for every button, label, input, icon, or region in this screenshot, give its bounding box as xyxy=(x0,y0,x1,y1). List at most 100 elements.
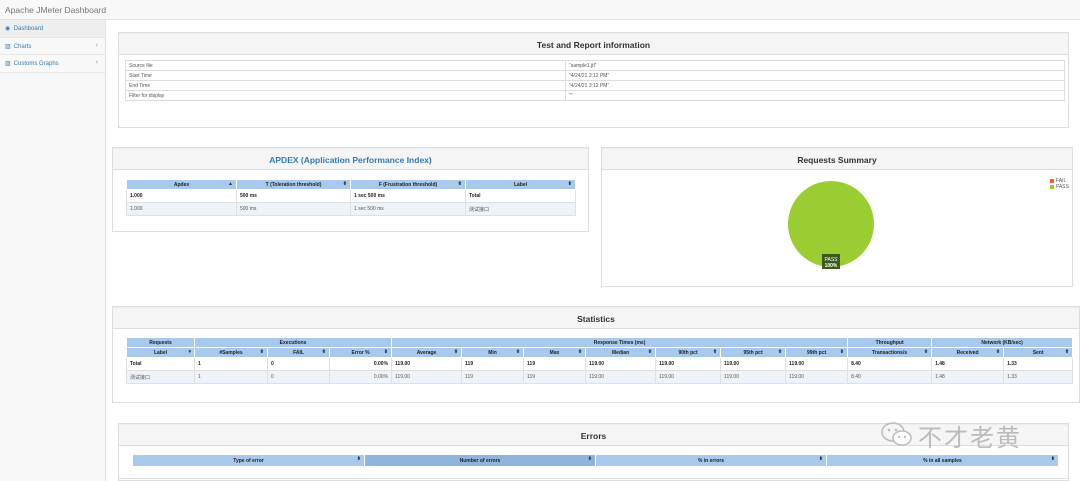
sort-icon: ⬍ xyxy=(995,349,1001,355)
table-cell: 119.00 xyxy=(655,370,722,384)
sort-icon: ⬍ xyxy=(839,349,845,355)
dashboard-icon: ◉ xyxy=(5,26,11,32)
table-cell: Total xyxy=(126,357,195,371)
sidebar: ◉ Dashboard ▥ Charts ‹ ▥ Customs Graphs … xyxy=(0,20,106,481)
table-cell: 500 ms xyxy=(236,202,351,216)
column-header-sent[interactable]: Sent ⬍ xyxy=(1003,347,1074,358)
column-header-fail[interactable]: FAIL ⬍ xyxy=(267,347,330,358)
table-cell: 119.00 xyxy=(391,357,463,371)
watermark-text: 不才老黄 xyxy=(918,424,1022,452)
bar-chart-icon: ▥ xyxy=(5,61,11,67)
table-cell: 119.00 xyxy=(720,370,787,384)
column-header-samples[interactable]: #Samples ⬍ xyxy=(194,347,268,358)
requests-summary-panel: Requests Summary PASS 100% FAIL PASS xyxy=(601,147,1073,287)
table-row: Start Time "4/24/21 3:12 PM" xyxy=(125,70,1065,81)
column-header-label[interactable]: Label ⬍ xyxy=(465,179,576,190)
watermark: 不才老黄 xyxy=(880,418,1050,452)
table-cell: 119.00 xyxy=(720,357,787,371)
sort-icon: ⬍ xyxy=(457,181,462,187)
sort-icon: ⬍ xyxy=(587,456,592,462)
table-cell: 1.33 xyxy=(1003,370,1074,384)
slice-label-box xyxy=(822,254,840,269)
column-header-median[interactable]: Median ⬍ xyxy=(585,347,657,358)
sidebar-item-label: Customs Graphs xyxy=(13,61,59,67)
main-content: Test and Report information Source file … xyxy=(106,20,1080,481)
errors-panel: Errors Type of error ⬍ Number of errors ⬍ … xyxy=(118,423,1069,481)
column-header-95th-pct[interactable]: 95th pct ⬍ xyxy=(720,347,787,358)
info-label: End Time xyxy=(125,80,566,91)
panel-title: Test and Report information xyxy=(119,33,1068,55)
sort-asc-icon: ▲ xyxy=(228,181,233,187)
column-header-transactions-s[interactable]: Transactions/s ⬍ xyxy=(847,347,933,358)
column-header-error[interactable]: Error % ⬍ xyxy=(328,347,393,358)
column-header-max[interactable]: Max ⬍ xyxy=(523,347,587,358)
table-cell: 0 xyxy=(267,357,330,371)
table-row: 测试接口 1 0 0.00% 119.00 119 119 119.00 119.00 119.0… xyxy=(126,370,1074,384)
statistics-header-row: Label ▾ #Samples ⬍ FAIL ⬍ Error % ⬍ Average ⬍ Min ⬍… xyxy=(126,347,1074,358)
column-header-type-of-error[interactable]: Type of error ⬍ xyxy=(132,454,365,467)
column-header-received[interactable]: Received ⬍ xyxy=(931,347,1005,358)
sidebar-item-customs-graphs[interactable]: ▥ Customs Graphs ‹ xyxy=(0,55,105,73)
table-cell: 测试接口 xyxy=(465,202,576,216)
table-cell: 0 xyxy=(267,370,330,384)
group-header-executions: Executions xyxy=(193,337,393,348)
table-cell: 119.00 xyxy=(585,370,657,384)
panel-title: Requests Summary xyxy=(602,148,1072,170)
pie-slice-pass[interactable] xyxy=(788,181,874,267)
column-header-label[interactable]: Label ▾ xyxy=(126,347,195,358)
table-cell: 1 sec 500 ms xyxy=(350,189,466,203)
column-header-toleration[interactable]: T (Toleration threshold) ⬍ xyxy=(236,179,351,190)
chevron-left-icon: ‹ xyxy=(95,59,98,66)
chevron-left-icon: ‹ xyxy=(95,41,98,49)
column-header-apdex[interactable]: Apdex ▲ xyxy=(126,179,237,190)
legend-item-pass[interactable]: PASS xyxy=(1050,184,1069,190)
table-cell: 500 ms xyxy=(236,189,351,203)
panel-title: Errors xyxy=(119,424,1068,446)
table-cell: 119 xyxy=(523,357,587,371)
table-row: End Time "4/24/21 3:12 PM" xyxy=(125,80,1065,91)
column-header-percent-in-errors[interactable]: % in errors ⬍ xyxy=(595,454,827,467)
sort-icon: ⬍ xyxy=(712,349,718,355)
column-header-percent-in-all-samples[interactable]: % in all samples ⬍ xyxy=(826,454,1059,467)
sort-icon: ⬍ xyxy=(647,349,653,355)
statistics-table: Requests Executions Response Times (ms) … xyxy=(126,337,1074,384)
table-cell: 119.00 xyxy=(785,357,849,371)
column-header-average[interactable]: Average ⬍ xyxy=(391,347,463,358)
info-label: Source file xyxy=(125,60,566,71)
sort-icon: ▾ xyxy=(188,349,191,355)
table-cell: 0.00% xyxy=(328,357,393,371)
test-info-table: Source file "sample1.jtl" Start Time "4/… xyxy=(125,60,1065,101)
sort-icon: ⬍ xyxy=(342,181,347,187)
next-panel-edge xyxy=(118,478,1069,481)
group-header-throughput: Throughput xyxy=(847,337,933,348)
table-cell: Total xyxy=(465,189,576,203)
column-header-min[interactable]: Min ⬍ xyxy=(461,347,525,358)
column-header-number-of-errors[interactable]: Number of errors ⬍ xyxy=(364,454,596,467)
table-row: Total 1 0 0.00% 119.00 119 119 119.00 119.00 119.… xyxy=(126,357,1074,371)
bar-chart-icon: ▥ xyxy=(5,43,11,50)
table-cell: 119.00 xyxy=(391,370,463,384)
column-header-99th-pct[interactable]: 99th pct ⬍ xyxy=(785,347,849,358)
app-title[interactable]: Apache JMeter Dashboard xyxy=(5,5,107,15)
table-cell: 1.000 xyxy=(126,189,237,203)
group-header-requests: Requests xyxy=(126,337,195,348)
panel-title: Statistics xyxy=(113,307,1079,329)
table-cell: 0.00% xyxy=(328,370,393,384)
table-cell: 测试接口 xyxy=(126,370,195,384)
table-row: 1.000 500 ms 1 sec 500 ms Total xyxy=(126,189,576,203)
column-header-frustration[interactable]: F (Frustration threshold) ⬍ xyxy=(350,179,466,190)
test-info-panel: Test and Report information Source file … xyxy=(118,32,1069,128)
sort-icon: ⬍ xyxy=(818,456,823,462)
sort-icon: ⬍ xyxy=(356,456,361,462)
column-header-90th-pct[interactable]: 90th pct ⬍ xyxy=(655,347,722,358)
sidebar-item-charts[interactable]: ▥ Charts ‹ xyxy=(0,38,105,55)
sidebar-item-label: Dashboard xyxy=(13,26,44,32)
chart-legend: FAIL PASS xyxy=(1050,178,1069,190)
sidebar-item-dashboard[interactable]: ◉ Dashboard xyxy=(0,20,105,38)
sort-icon: ⬍ xyxy=(321,349,326,355)
table-cell: 1.48 xyxy=(931,370,1005,384)
legend-item-fail[interactable]: FAIL xyxy=(1050,178,1069,184)
slice-label: PASS xyxy=(825,257,839,263)
table-cell: 119.00 xyxy=(655,357,722,371)
